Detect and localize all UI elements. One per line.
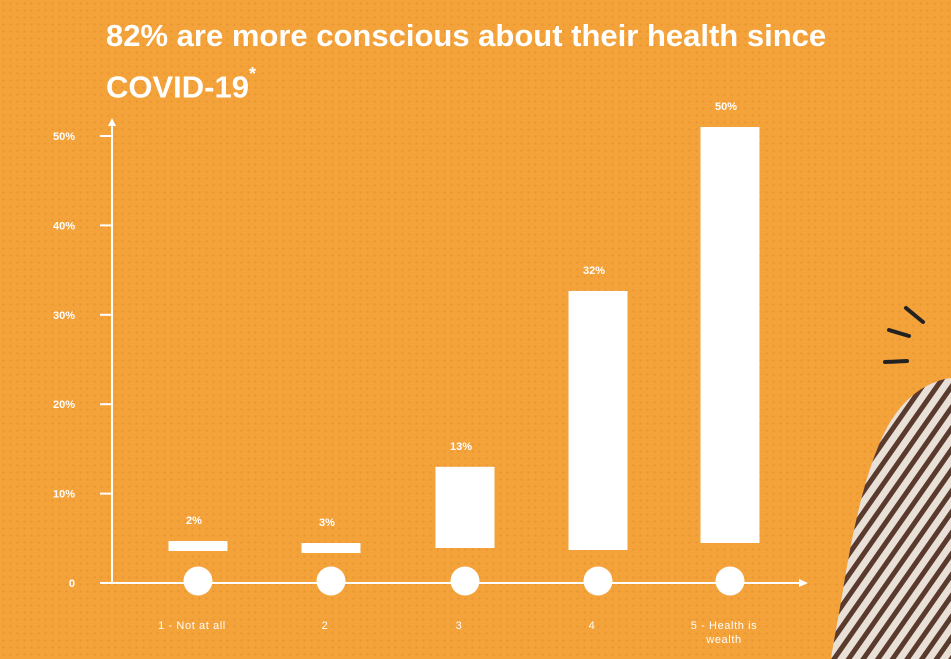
bar xyxy=(700,127,760,543)
y-tick-label: 0 xyxy=(69,578,75,590)
title-footnote-marker: * xyxy=(248,64,256,84)
x-category-label: 5 - Health is xyxy=(691,620,758,632)
data-label: 50% xyxy=(715,101,737,113)
chart-bars xyxy=(168,127,760,596)
bar xyxy=(168,541,228,551)
x-axis-categories: 1 - Not at all 2 3 4 5 - Health is wealth xyxy=(158,620,757,646)
y-axis-arrow xyxy=(108,118,116,126)
x-category-label: 1 - Not at all xyxy=(158,620,226,632)
x-category-label: 4 xyxy=(589,620,596,632)
chart-title-text: 82% are more conscious about their healt… xyxy=(106,18,827,105)
axis-marker-circle xyxy=(450,566,480,596)
data-label: 2% xyxy=(186,515,202,527)
y-axis-ticks: 0 10% 20% 30% 40% 50% xyxy=(53,131,112,590)
x-category-label: 2 xyxy=(322,620,329,632)
y-tick-label: 30% xyxy=(53,310,75,322)
emphasis-mark xyxy=(887,328,911,338)
y-tick-label: 50% xyxy=(53,131,75,143)
axis-marker-circle xyxy=(583,566,613,596)
bar xyxy=(568,290,628,550)
axis-marker-circle xyxy=(316,566,346,596)
emphasis-mark xyxy=(883,359,909,364)
data-label: 32% xyxy=(583,265,605,277)
y-tick-label: 20% xyxy=(53,399,75,411)
axis-marker-circle xyxy=(715,566,745,596)
data-label: 3% xyxy=(319,517,335,529)
bar xyxy=(435,466,495,548)
bar xyxy=(301,543,361,553)
y-tick-label: 10% xyxy=(53,489,75,501)
x-category-label: wealth xyxy=(705,634,741,646)
data-labels: 2% 3% 13% 32% 50% xyxy=(186,101,737,529)
x-axis-arrow xyxy=(799,579,808,587)
axis-marker-circle xyxy=(183,566,213,596)
chart-axes xyxy=(100,118,808,587)
striped-shirt xyxy=(831,378,951,659)
data-label: 13% xyxy=(450,441,472,453)
chart-title: 82% are more conscious about their healt… xyxy=(106,14,926,109)
x-category-label: 3 xyxy=(456,620,463,632)
person-illustration xyxy=(831,306,951,659)
y-tick-label: 40% xyxy=(53,220,75,232)
emphasis-mark xyxy=(904,306,925,324)
